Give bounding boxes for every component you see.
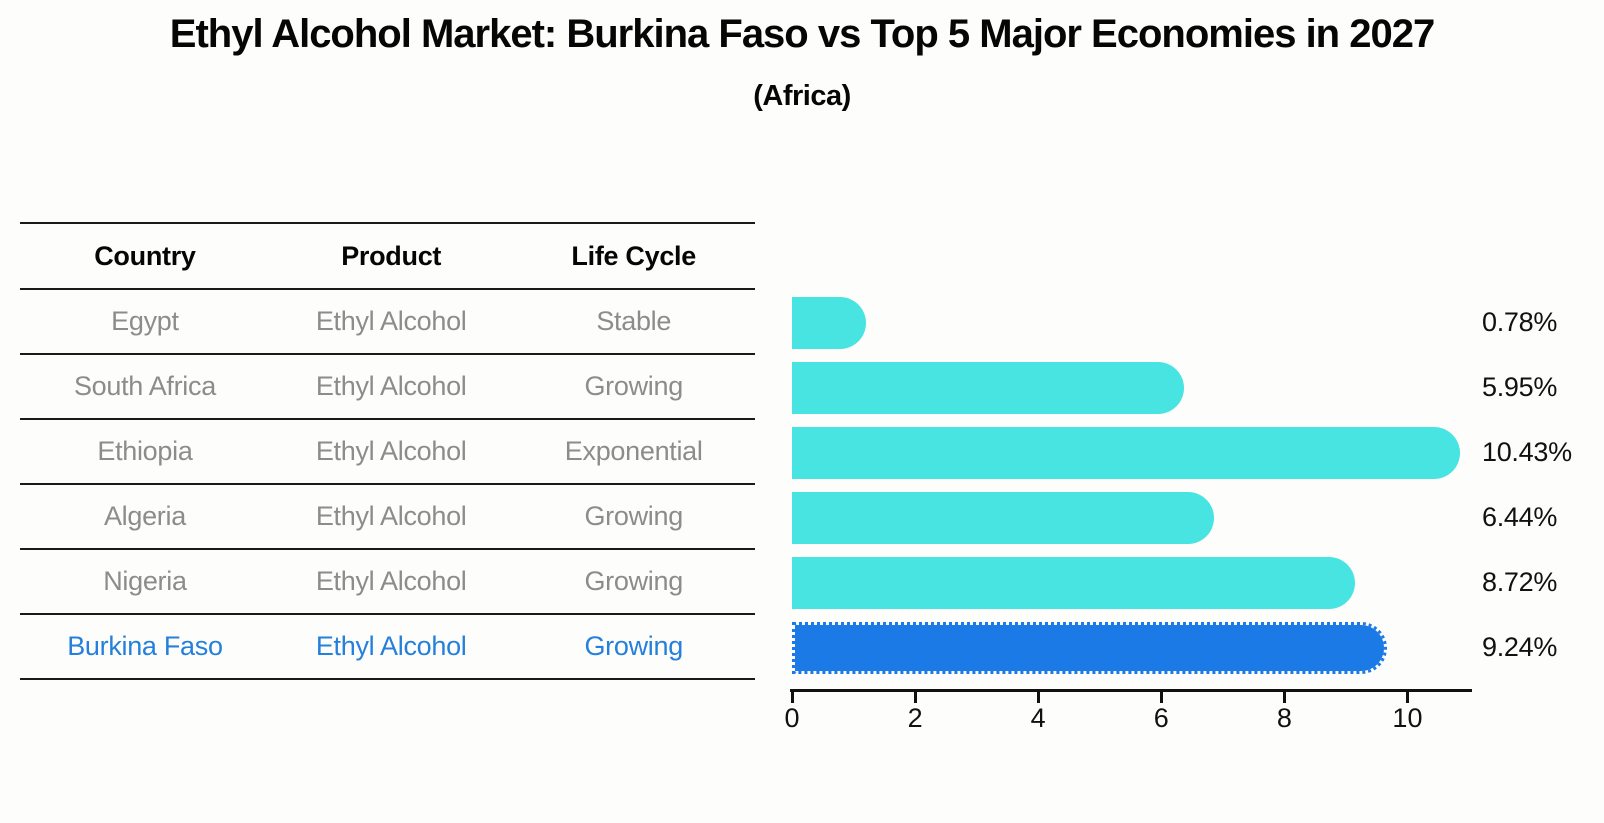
bar-egypt [792, 296, 866, 349]
value-label: 5.95% [1482, 372, 1558, 402]
bar-burkina-faso-highlighted [792, 621, 1387, 674]
bar-track [792, 426, 1469, 479]
chart-subtitle: (Africa) [753, 80, 851, 112]
life-cycle-cell: Stable [596, 306, 672, 336]
bar-track [792, 361, 1469, 414]
tick-mark [791, 692, 794, 703]
tick-label: 6 [1153, 703, 1169, 733]
life-cycle-cell: Growing [584, 371, 683, 401]
tick-mark [1283, 692, 1287, 703]
x-axis-line [790, 689, 1472, 692]
country-cell: Algeria [103, 501, 186, 531]
column-header-country: Country [94, 240, 196, 271]
x-axis-ticks: 0 2 4 6 8 10 [784, 689, 1469, 749]
tick-label: 2 [907, 703, 923, 733]
tick-label: 0 [784, 703, 800, 733]
table-header-row: Country Product Life Cycle [20, 222, 755, 290]
bar-track [792, 621, 1469, 674]
product-cell: Ethyl Alcohol [315, 371, 467, 401]
tick-mark [1037, 692, 1041, 703]
table-row-nigeria: Nigeria Ethyl Alcohol Growing [20, 550, 755, 615]
bar-row-nigeria: 8.72% [792, 550, 1604, 615]
bar-track [792, 556, 1469, 609]
value-label: 9.24% [1482, 632, 1558, 662]
life-cycle-cell: Growing [584, 631, 683, 661]
life-cycle-cell: Exponential [564, 436, 703, 466]
value-label: 8.72% [1482, 567, 1558, 597]
life-cycle-cell: Growing [584, 501, 683, 531]
column-header-life-cycle: Life Cycle [571, 240, 696, 271]
table-row-egypt: Egypt Ethyl Alcohol Stable [20, 290, 755, 355]
tick-mark [1406, 692, 1410, 703]
tick-label: 10 [1392, 703, 1423, 733]
column-header-product: Product [341, 240, 442, 271]
table-row-ethiopia: Ethiopia Ethyl Alcohol Exponential [20, 420, 755, 485]
value-label: 0.78% [1482, 307, 1558, 337]
country-table: Country Product Life Cycle Egypt Ethyl A… [20, 222, 755, 680]
bar-ethiopia [792, 426, 1460, 479]
product-cell: Ethyl Alcohol [315, 566, 467, 596]
product-cell: Ethyl Alcohol [315, 306, 467, 336]
country-cell: Ethiopia [97, 436, 193, 466]
table-row-algeria: Algeria Ethyl Alcohol Growing [20, 485, 755, 550]
life-cycle-cell: Growing [584, 566, 683, 596]
tick-label: 4 [1030, 703, 1046, 733]
tick-mark [1160, 692, 1164, 703]
country-cell: Nigeria [103, 566, 187, 596]
bar-south-africa [792, 361, 1185, 414]
value-label: 10.43% [1482, 437, 1572, 467]
bar-chart: 0.78% 5.95% 10.43% 6.44% 8.72% [792, 290, 1604, 680]
bar-row-ethiopia: 10.43% [792, 420, 1604, 485]
table-row-burkina-faso: Burkina Faso Ethyl Alcohol Growing [20, 615, 755, 680]
country-cell: South Africa [73, 371, 216, 401]
product-cell: Ethyl Alcohol [315, 501, 467, 531]
bar-row-egypt: 0.78% [792, 290, 1604, 355]
bar-nigeria [792, 556, 1355, 609]
chart-title: Ethyl Alcohol Market: Burkina Faso vs To… [169, 12, 1435, 56]
bar-track [792, 491, 1469, 544]
product-cell: Ethyl Alcohol [315, 631, 467, 661]
tick-label: 8 [1276, 703, 1292, 733]
tick-mark [914, 692, 918, 703]
value-label: 6.44% [1482, 502, 1558, 532]
bar-track [792, 296, 1469, 349]
table-row-south-africa: South Africa Ethyl Alcohol Growing [20, 355, 755, 420]
bar-row-algeria: 6.44% [792, 485, 1604, 550]
product-cell: Ethyl Alcohol [315, 436, 467, 466]
country-cell: Egypt [111, 306, 179, 336]
bar-row-south-africa: 5.95% [792, 355, 1604, 420]
bar-algeria [792, 491, 1215, 544]
bar-row-burkina-faso: 9.24% [792, 615, 1604, 680]
country-cell: Burkina Faso [67, 631, 223, 661]
